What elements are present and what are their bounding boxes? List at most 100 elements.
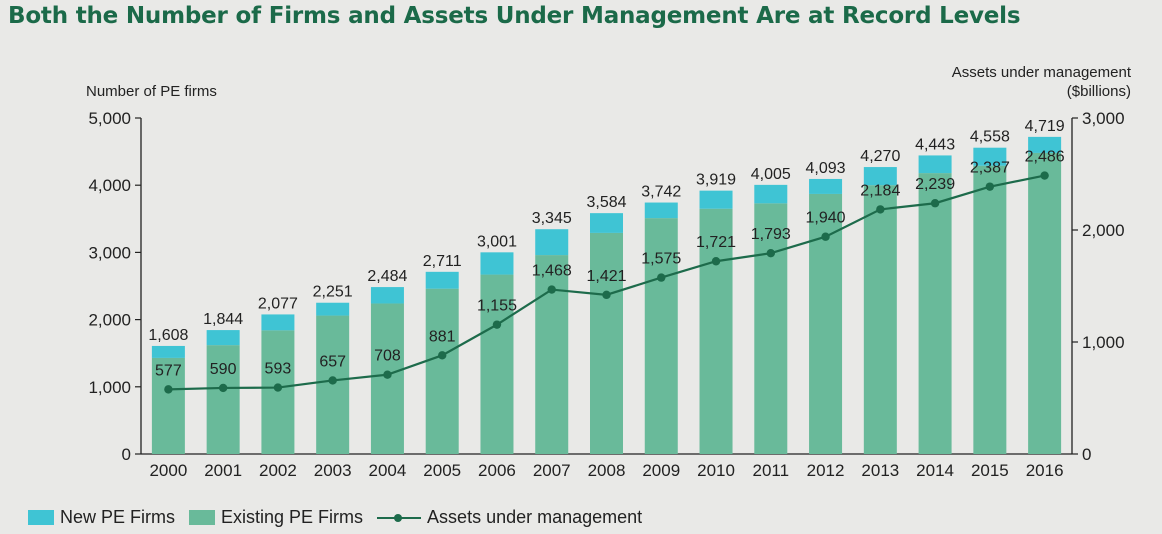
- bar-new-firms: [918, 155, 952, 174]
- left-tick-label: 4,000: [88, 176, 131, 195]
- x-tick-label: 2015: [971, 461, 1009, 480]
- bar-new-firms: [151, 345, 185, 358]
- aum-label: 1,793: [751, 226, 791, 243]
- bar-new-firms: [644, 202, 678, 219]
- bar-existing-firms: [863, 185, 897, 454]
- aum-point: [492, 320, 502, 329]
- bar-total-label: 1,844: [203, 311, 243, 328]
- aum-label: 1,721: [696, 234, 736, 251]
- right-tick-label: 1,000: [1082, 333, 1125, 352]
- bar-total-label: 3,742: [641, 184, 681, 201]
- right-axis-title-line1: Assets under management: [951, 64, 1131, 81]
- bar-total-label: 2,484: [367, 268, 407, 285]
- legend-item-new: New PE Firms: [28, 507, 175, 528]
- bar-new-firms: [535, 229, 569, 256]
- bar-total-label: 4,719: [1025, 118, 1065, 135]
- aum-point: [766, 248, 775, 258]
- left-tick-label: 1,000: [88, 378, 131, 397]
- aum-label: 881: [429, 328, 456, 345]
- bar-new-firms: [425, 271, 459, 289]
- bar-new-firms: [261, 314, 295, 331]
- aum-point: [930, 199, 940, 208]
- aum-point: [328, 376, 337, 385]
- aum-label: 657: [319, 353, 346, 370]
- bar-new-firms: [863, 167, 897, 186]
- aum-point: [164, 385, 173, 394]
- bar-total-label: 4,270: [860, 148, 900, 165]
- x-tick-label: 2008: [588, 461, 626, 480]
- aum-label: 1,468: [532, 263, 572, 280]
- bar-total-label: 3,001: [477, 233, 517, 250]
- bar-total-label: 4,443: [915, 136, 955, 153]
- left-axis-title: Number of PE firms: [86, 83, 217, 100]
- bar-existing-firms: [261, 330, 295, 454]
- bar-existing-firms: [480, 274, 514, 454]
- right-axis-title: Assets under management ($billions): [952, 63, 1131, 101]
- right-tick-label: 3,000: [1082, 109, 1125, 128]
- aum-point: [438, 351, 447, 360]
- x-tick-label: 2009: [642, 461, 680, 480]
- aum-label: 1,421: [586, 268, 626, 285]
- bar-total-label: 2,251: [313, 284, 353, 301]
- x-tick-label: 2007: [533, 461, 571, 480]
- aum-point: [383, 370, 392, 379]
- bar-existing-firms: [918, 173, 952, 454]
- aum-label: 590: [210, 361, 237, 378]
- x-tick-label: 2006: [478, 461, 516, 480]
- bar-total-label: 2,711: [423, 253, 462, 270]
- bar-new-firms: [973, 147, 1007, 166]
- bar-total-label: 4,093: [806, 160, 846, 177]
- aum-label: 577: [155, 362, 182, 379]
- aum-label: 1,575: [641, 251, 681, 268]
- aum-label: 2,387: [970, 160, 1010, 177]
- legend-item-existing: Existing PE Firms: [189, 507, 363, 528]
- bar-existing-firms: [316, 315, 350, 454]
- bar-total-label: 1,608: [148, 327, 188, 344]
- aum-label: 708: [374, 348, 401, 365]
- x-tick-label: 2013: [861, 461, 899, 480]
- bar-new-firms: [1028, 136, 1062, 153]
- x-tick-label: 2011: [753, 461, 790, 480]
- bar-new-firms: [370, 287, 404, 304]
- bar-new-firms: [480, 252, 514, 275]
- x-tick-label: 2001: [204, 461, 242, 480]
- legend: New PE Firms Existing PE Firms Assets un…: [28, 507, 656, 528]
- aum-point: [1040, 171, 1049, 180]
- left-tick-label: 0: [122, 445, 131, 464]
- right-axis-title-line2: ($billions): [1066, 83, 1131, 100]
- legend-line-aum: [377, 511, 422, 525]
- bar-total-label: 3,345: [532, 210, 572, 227]
- bar-total-label: 2,077: [258, 295, 298, 312]
- legend-label-new: New PE Firms: [60, 507, 176, 527]
- bar-existing-firms: [973, 165, 1007, 454]
- aum-label: 1,940: [806, 210, 846, 227]
- bar-existing-firms: [644, 218, 678, 454]
- bar-new-firms: [754, 184, 788, 204]
- legend-label-existing: Existing PE Firms: [221, 507, 364, 527]
- left-tick-label: 5,000: [88, 109, 131, 128]
- bar-new-firms: [699, 190, 733, 209]
- bar-existing-firms: [151, 357, 185, 454]
- aum-point: [218, 383, 228, 393]
- legend-swatch-new: [28, 510, 54, 525]
- bar-total-label: 4,005: [751, 166, 791, 183]
- aum-label: 2,239: [915, 176, 955, 193]
- aum-point: [985, 182, 995, 191]
- aum-point: [547, 285, 556, 294]
- x-tick-label: 2003: [314, 461, 352, 480]
- aum-point: [273, 383, 283, 392]
- aum-label: 2,184: [860, 182, 900, 199]
- bar-existing-firms: [590, 232, 623, 454]
- bar-new-firms: [206, 330, 240, 346]
- aum-point: [711, 257, 721, 266]
- bar-new-firms: [316, 302, 350, 316]
- x-tick-label: 2016: [1026, 461, 1064, 480]
- bar-existing-firms: [754, 203, 788, 454]
- x-tick-label: 2012: [807, 461, 845, 480]
- x-tick-label: 2014: [916, 461, 954, 480]
- right-tick-label: 0: [1082, 445, 1091, 464]
- bar-total-label: 4,558: [970, 129, 1010, 146]
- aum-point: [876, 205, 885, 214]
- bar-existing-firms: [535, 255, 569, 454]
